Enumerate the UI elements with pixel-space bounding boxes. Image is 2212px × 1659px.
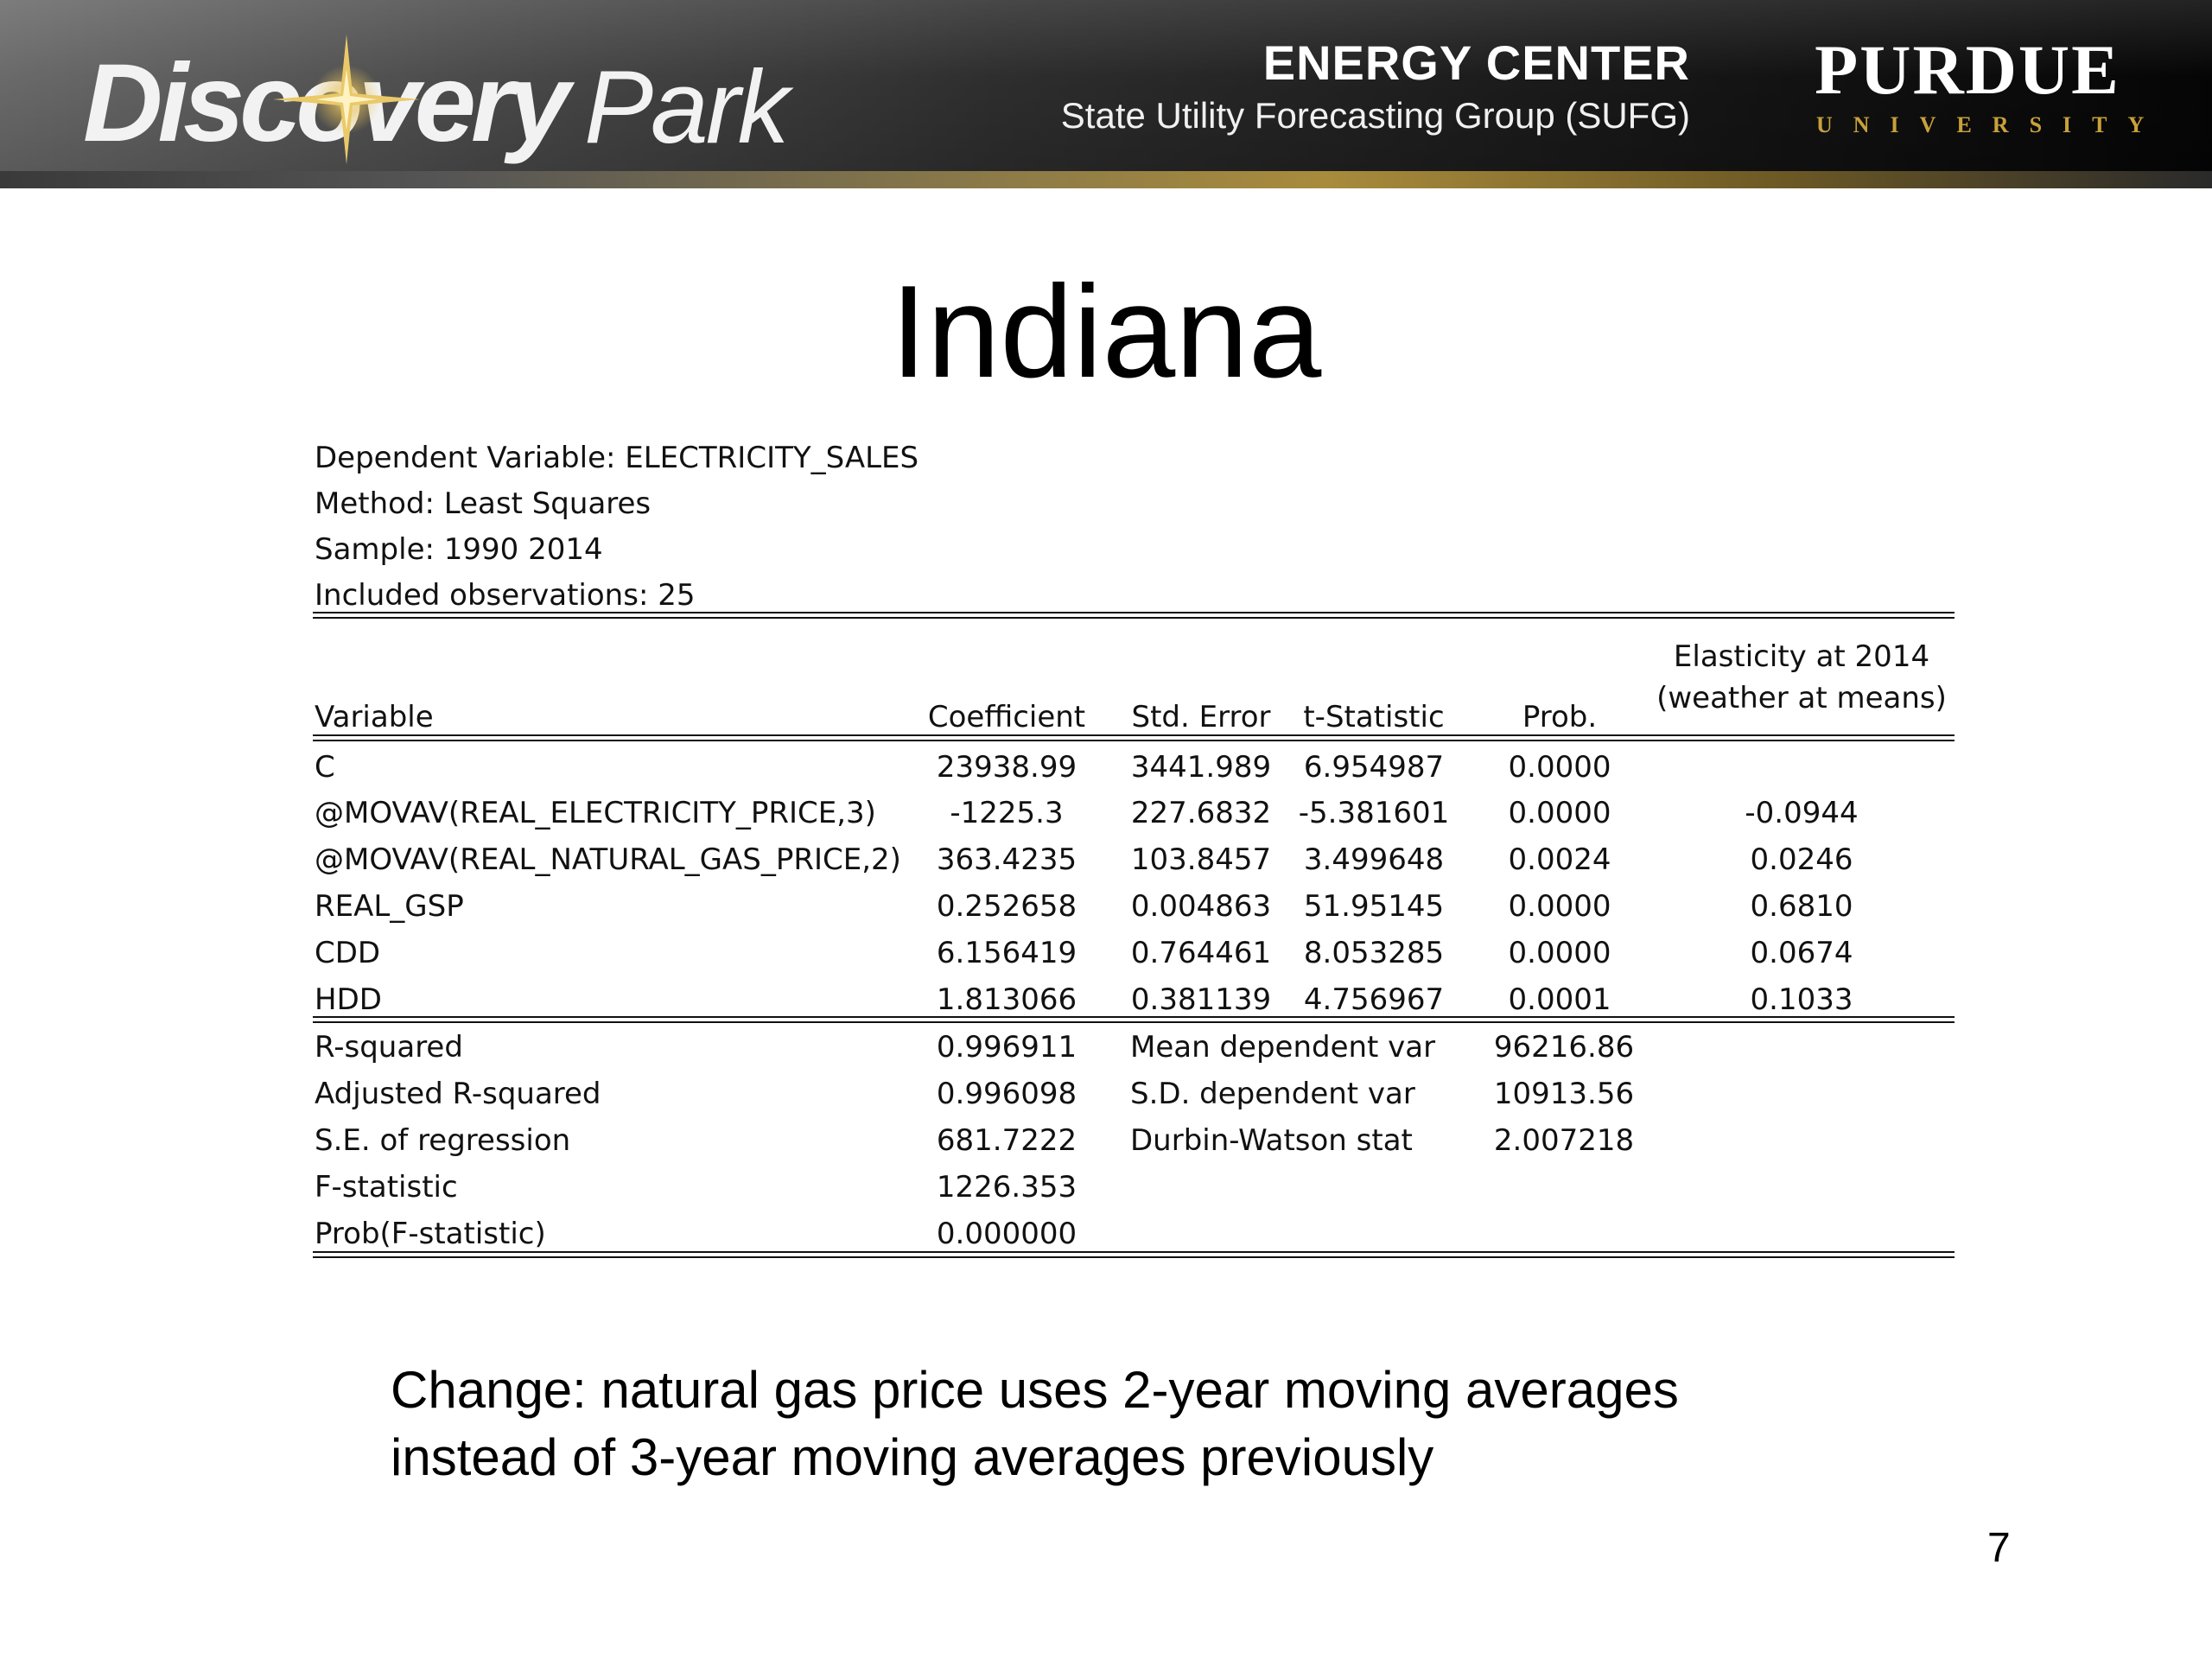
stat-value: 0.996098 <box>936 1077 1077 1111</box>
star-icon <box>273 35 420 164</box>
cell-elasticity: -0.0944 <box>1745 796 1859 830</box>
header-t-statistic: t-Statistic <box>1303 700 1445 734</box>
header-std-error: Std. Error <box>1131 700 1271 734</box>
cell-elasticity: 0.0674 <box>1750 936 1853 970</box>
cell-std-error: 0.004863 <box>1130 889 1272 924</box>
header-coefficient: Coefficient <box>927 700 1086 734</box>
rule-mid <box>313 1016 1955 1023</box>
stat-value: 10913.56 <box>1493 1077 1635 1111</box>
stat-value: 681.7222 <box>936 1123 1077 1158</box>
header-banner: Discovery Park ENERGY CENTER State Utili… <box>0 0 2212 188</box>
cell-t-stat: 51.95145 <box>1303 889 1445 924</box>
cell-prob: 0.0024 <box>1508 842 1611 877</box>
cell-prob: 0.0001 <box>1508 982 1611 1017</box>
cell-prob: 0.0000 <box>1508 936 1611 970</box>
cell-t-stat: -5.381601 <box>1298 796 1450 830</box>
rule-top <box>313 612 1955 619</box>
cell-elasticity: 0.0246 <box>1750 842 1853 877</box>
stat-label: S.E. of regression <box>315 1123 571 1158</box>
header-elasticity-line2: (weather at means) <box>1656 681 1947 715</box>
header-prob: Prob. <box>1522 700 1598 734</box>
cell-variable: @MOVAV(REAL_NATURAL_GAS_PRICE,2) <box>315 842 901 877</box>
logo-word-park: Park <box>583 49 790 165</box>
cell-prob: 0.0000 <box>1508 889 1611 924</box>
cell-prob: 0.0000 <box>1508 796 1611 830</box>
regression-meta: Dependent Variable: ELECTRICITY_SALES Me… <box>315 435 918 619</box>
sufg-subtitle: State Utility Forecasting Group (SUFG) <box>1060 95 1690 136</box>
cell-t-stat: 8.053285 <box>1303 936 1445 970</box>
cell-std-error: 227.6832 <box>1130 796 1272 830</box>
observations-line: Included observations: 25 <box>315 578 696 613</box>
purdue-wordmark: PURDUE <box>1815 30 2120 109</box>
cell-variable: HDD <box>315 982 382 1017</box>
purdue-logo: PURDUE UNIVERSITY <box>1799 30 2165 138</box>
change-note: Change: natural gas price uses 2-year mo… <box>391 1357 1679 1491</box>
stat-value: 2.007218 <box>1493 1123 1635 1158</box>
stat-value: 0.996911 <box>936 1030 1077 1065</box>
cell-coefficient: 1.813066 <box>936 982 1077 1017</box>
rule-bottom <box>313 1251 1955 1258</box>
cell-coefficient: 363.4235 <box>936 842 1077 877</box>
cell-t-stat: 4.756967 <box>1303 982 1445 1017</box>
method-line: Method: Least Squares <box>315 486 652 521</box>
stat-value: 96216.86 <box>1493 1030 1635 1065</box>
rule-header <box>313 734 1955 741</box>
stat-label: R-squared <box>315 1030 463 1065</box>
slide-title: Indiana <box>890 258 1322 405</box>
cell-variable: CDD <box>315 936 381 970</box>
sample-line: Sample: 1990 2014 <box>315 532 603 567</box>
cell-t-stat: 6.954987 <box>1303 750 1445 785</box>
cell-coefficient: 23938.99 <box>936 750 1077 785</box>
discovery-park-logo: Discovery Park <box>83 35 790 165</box>
cell-variable: REAL_GSP <box>315 889 464 924</box>
cell-std-error: 0.381139 <box>1130 982 1272 1017</box>
cell-prob: 0.0000 <box>1508 750 1611 785</box>
stat-label: Mean dependent var <box>1130 1030 1436 1065</box>
cell-coefficient: 6.156419 <box>936 936 1077 970</box>
cell-coefficient: -1225.3 <box>950 796 1064 830</box>
stat-label: Durbin-Watson stat <box>1130 1123 1413 1158</box>
energy-center-title: ENERGY CENTER <box>1262 35 1690 90</box>
cell-std-error: 103.8457 <box>1130 842 1272 877</box>
page-number: 7 <box>1987 1525 2011 1571</box>
stat-label: F-statistic <box>315 1170 458 1205</box>
purdue-university-text: UNIVERSITY <box>1816 112 2165 137</box>
cell-elasticity: 0.6810 <box>1750 889 1853 924</box>
cell-coefficient: 0.252658 <box>936 889 1077 924</box>
stat-value: 1226.353 <box>936 1170 1077 1205</box>
cell-t-stat: 3.499648 <box>1303 842 1445 877</box>
stat-value: 0.000000 <box>936 1217 1077 1251</box>
change-note-line2: instead of 3-year moving averages previo… <box>391 1428 1434 1486</box>
cell-variable: @MOVAV(REAL_ELECTRICITY_PRICE,3) <box>315 796 876 830</box>
stat-label: Prob(F-statistic) <box>315 1217 546 1251</box>
banner-gold-band <box>0 171 2212 188</box>
header-variable: Variable <box>315 700 434 734</box>
header-elasticity-line1: Elasticity at 2014 <box>1673 639 1930 674</box>
dependent-variable-line: Dependent Variable: ELECTRICITY_SALES <box>315 441 919 475</box>
cell-std-error: 0.764461 <box>1130 936 1272 970</box>
cell-variable: C <box>315 750 335 785</box>
change-note-line1: Change: natural gas price uses 2-year mo… <box>391 1361 1679 1419</box>
stat-label: S.D. dependent var <box>1130 1077 1415 1111</box>
cell-elasticity: 0.1033 <box>1750 982 1853 1017</box>
cell-std-error: 3441.989 <box>1130 750 1272 785</box>
stat-label: Adjusted R-squared <box>315 1077 601 1111</box>
